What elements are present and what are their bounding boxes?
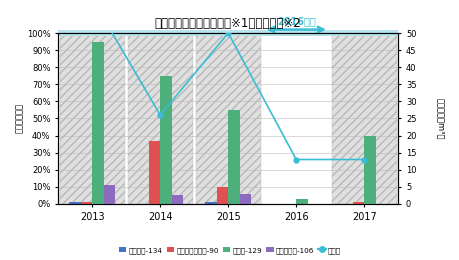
Bar [195,33,260,204]
Bar [216,187,228,204]
Bar [127,33,192,204]
Bar [352,202,364,204]
Bar [69,202,80,204]
Y-axis label: 超過した割合: 超過した割合 [15,103,24,133]
Bar [59,33,124,204]
Bar [205,202,216,204]
Bar [92,42,104,204]
Title: 告示濃度を超過した割合※1及び処理量※2: 告示濃度を超過した割合※1及び処理量※2 [155,17,301,30]
Text: 2016年度: 2016年度 [276,16,315,26]
Bar [58,30,397,36]
Bar [171,196,183,204]
Bar [228,110,239,204]
Bar [331,33,396,204]
Y-axis label: 処理量（万m³）: 処理量（万m³） [435,98,444,139]
Bar [59,33,124,204]
Legend: セシウム-134, ストロンチウム-90, ヨウ素-129, ルテニウム-106, 処理量: セシウム-134, ストロンチウム-90, ヨウ素-129, ルテニウム-106… [116,244,343,256]
Bar [160,76,171,204]
Bar [296,199,307,204]
Bar [263,33,328,204]
Bar [195,33,260,204]
Bar [364,135,375,204]
Bar [104,185,115,204]
Bar [331,33,396,204]
Bar [239,194,251,204]
Bar [148,141,160,204]
Bar [80,202,92,204]
Bar [127,33,192,204]
